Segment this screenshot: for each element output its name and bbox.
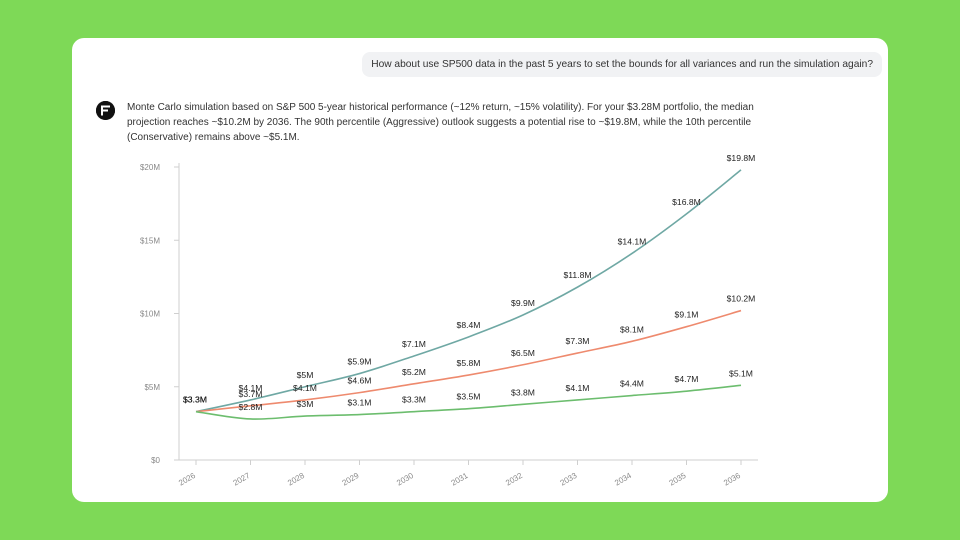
aggressive-data-label: $11.8M (563, 270, 591, 280)
conservative-data-label: $3.3M (402, 395, 426, 405)
conservative-data-label: $3.8M (511, 387, 535, 397)
conservative-data-label: $4.4M (620, 379, 644, 389)
assistant-message: Monte Carlo simulation based on S&P 500 … (127, 102, 754, 144)
aggressive-data-label: $8.4M (457, 320, 481, 330)
x-tick-label: 2035 (668, 471, 688, 488)
median-data-label: $3.7M (239, 389, 263, 399)
conservative-data-label: $3.1M (348, 398, 372, 408)
aggressive-data-label: $7.1M (402, 339, 426, 349)
y-tick-label: $0 (151, 456, 160, 465)
aggressive-data-label: $5M (297, 370, 314, 380)
conservative-data-label: $2.8M (239, 402, 263, 412)
aggressive-data-label: $16.8M (672, 197, 701, 207)
x-tick-label: 2026 (177, 471, 197, 488)
median-data-label: $3.3M (183, 395, 207, 405)
median-data-label: $4.6M (348, 376, 372, 386)
x-tick-label: 2029 (341, 471, 361, 488)
x-tick-label: 2031 (450, 471, 470, 488)
chat-card: How about use SP500 data in the past 5 y… (72, 38, 888, 502)
conservative-data-label: $4.1M (566, 383, 590, 393)
aggressive-data-label: $14.1M (618, 236, 647, 246)
y-tick-label: $5M (144, 383, 160, 392)
user-message-bubble: How about use SP500 data in the past 5 y… (362, 52, 882, 77)
median-data-label: $9.1M (675, 310, 699, 320)
y-tick-label: $15M (140, 236, 160, 245)
aggressive-data-label: $5.9M (348, 357, 372, 367)
aggressive-data-label: $3.3M (183, 395, 207, 405)
x-tick-label: 2027 (232, 471, 252, 488)
median-data-label: $8.1M (620, 324, 644, 334)
x-tick-label: 2033 (559, 471, 579, 488)
conservative-series-line (195, 384, 742, 420)
projection-line-chart: $0 $5M $10M $15M $20M 2026 2027 2028 2029 2030 203… (140, 153, 758, 488)
median-series-line (195, 309, 742, 413)
median-data-label: $5.2M (402, 367, 426, 377)
conservative-data-label: $3.3M (183, 395, 207, 405)
aggressive-data-label: $9.9M (511, 298, 535, 308)
x-tick-label: 2030 (395, 471, 415, 488)
median-data-label: $4.1M (293, 383, 317, 393)
median-data-label: $7.3M (566, 336, 590, 346)
aggressive-series-line (195, 169, 742, 413)
conservative-data-label: $5.1M (729, 368, 753, 378)
median-data-label: $6.5M (511, 348, 535, 358)
conservative-data-label: $4.7M (675, 374, 699, 384)
median-data-label: $10.2M (727, 294, 756, 304)
x-tick-label: 2028 (286, 471, 306, 488)
y-tick-label: $20M (140, 163, 160, 172)
x-tick-label: 2032 (504, 471, 524, 488)
conservative-data-label: $3M (297, 399, 314, 409)
x-tick-label: 2034 (613, 471, 633, 488)
x-tick-label: 2036 (722, 471, 742, 488)
y-tick-label: $10M (140, 310, 160, 319)
aggressive-data-label: $4.1M (239, 383, 263, 393)
assistant-logo-icon (96, 101, 115, 120)
assistant-avatar (96, 101, 115, 120)
median-data-label: $5.8M (457, 358, 481, 368)
conservative-data-label: $3.5M (457, 392, 481, 402)
aggressive-data-label: $19.8M (727, 153, 756, 163)
